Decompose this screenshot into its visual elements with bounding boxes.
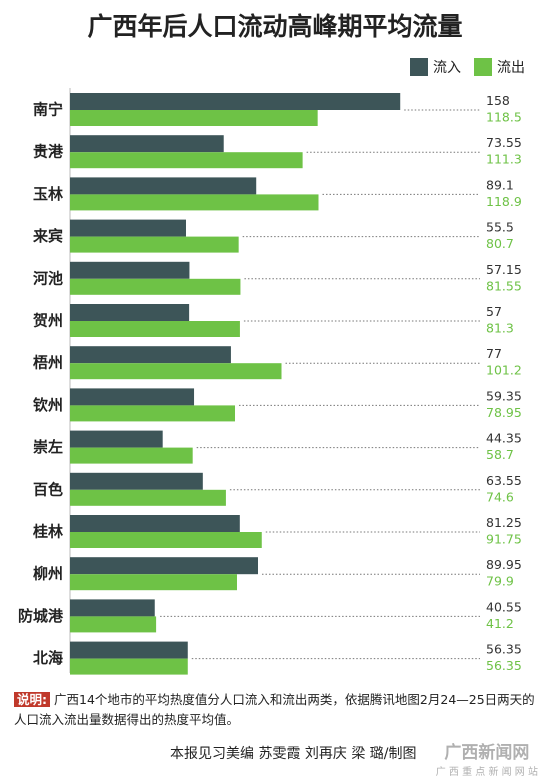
value-label: 59.35	[486, 388, 522, 403]
note-label: 说明:	[14, 692, 50, 707]
bar	[70, 177, 257, 195]
value-label: 81.3	[486, 321, 514, 336]
bar	[70, 641, 188, 659]
category-label: 贵港	[33, 143, 64, 161]
bar	[70, 304, 190, 321]
value-label: 63.55	[486, 473, 522, 488]
bar	[70, 219, 186, 237]
bar	[70, 574, 237, 591]
value-label: 55.5	[486, 220, 514, 235]
chart-title: 广西年后人口流动高峰期平均流量	[87, 12, 462, 41]
value-label: 57	[486, 304, 502, 319]
bar	[70, 194, 319, 211]
value-label: 118.9	[486, 194, 522, 209]
value-label: 57.15	[486, 262, 522, 277]
value-label: 56.35	[486, 658, 522, 673]
bar	[70, 515, 240, 532]
category-label: 来宾	[32, 227, 63, 245]
legend-label: 流出	[497, 60, 525, 76]
bar	[70, 152, 303, 169]
value-label: 101.2	[486, 363, 522, 378]
bar	[70, 405, 236, 422]
value-label: 74.6	[486, 489, 514, 504]
bar	[70, 236, 239, 253]
bar	[70, 430, 163, 448]
value-label: 81.25	[486, 515, 522, 530]
category-label: 柳州	[33, 565, 63, 583]
category-label: 玉林	[33, 185, 64, 203]
legend-swatch	[474, 58, 492, 76]
category-label: 南宁	[33, 101, 63, 119]
value-label: 44.35	[486, 431, 522, 446]
value-label: 89.95	[486, 557, 522, 572]
bar	[70, 110, 318, 126]
value-label: 77	[486, 346, 502, 361]
bar	[70, 557, 258, 575]
value-label: 89.1	[486, 177, 514, 192]
bar	[70, 447, 193, 464]
bar	[70, 135, 224, 153]
value-label: 40.55	[486, 599, 522, 614]
category-label: 桂林	[32, 523, 64, 541]
bar	[70, 388, 195, 406]
watermark: 广西新闻网广 西 重 点 新 闻 网 站	[436, 738, 538, 778]
value-label: 91.75	[486, 532, 522, 547]
bar	[70, 489, 226, 506]
bar	[70, 261, 190, 279]
value-label: 73.55	[486, 135, 522, 150]
bar	[70, 616, 157, 633]
watermark-title: 广西新闻网	[444, 743, 530, 763]
bar	[70, 346, 231, 364]
bar	[70, 599, 155, 617]
bar	[70, 363, 282, 380]
category-label: 河池	[33, 269, 63, 287]
watermark-sub: 广 西 重 点 新 闻 网 站	[435, 767, 538, 778]
category-label: 崇左	[33, 438, 63, 456]
value-label: 158	[486, 93, 510, 108]
bar	[70, 472, 203, 490]
value-label: 80.7	[486, 236, 514, 251]
category-label: 防城港	[18, 607, 64, 625]
value-label: 81.55	[486, 278, 522, 293]
credit: 本报见习美编 苏雯霞 刘再庆 梁 璐/制图	[170, 746, 417, 762]
value-label: 56.35	[486, 642, 522, 657]
legend-label: 流入	[433, 60, 461, 76]
category-label: 梧州	[33, 354, 63, 372]
category-label: 钦州	[33, 396, 63, 414]
value-label: 78.95	[486, 405, 522, 420]
value-label: 111.3	[486, 152, 522, 167]
note-text: 广西14个地市的平均热度值分人口流入和流出两类，依据腾讯地图2月24—25日两天…	[14, 692, 535, 727]
category-label: 北海	[33, 649, 63, 667]
category-label: 贺州	[32, 312, 63, 330]
note: 说明: 广西14个地市的平均热度值分人口流入和流出两类，依据腾讯地图2月24—25…	[14, 690, 536, 730]
bar	[70, 93, 401, 110]
value-label: 118.5	[486, 110, 522, 125]
value-label: 79.9	[486, 574, 514, 589]
bar	[70, 321, 240, 337]
category-label: 百色	[33, 480, 63, 498]
bar	[70, 278, 241, 295]
bar	[70, 532, 262, 548]
legend-swatch	[410, 58, 428, 76]
value-label: 41.2	[486, 616, 514, 631]
bar	[70, 658, 188, 675]
value-label: 58.7	[486, 447, 514, 462]
